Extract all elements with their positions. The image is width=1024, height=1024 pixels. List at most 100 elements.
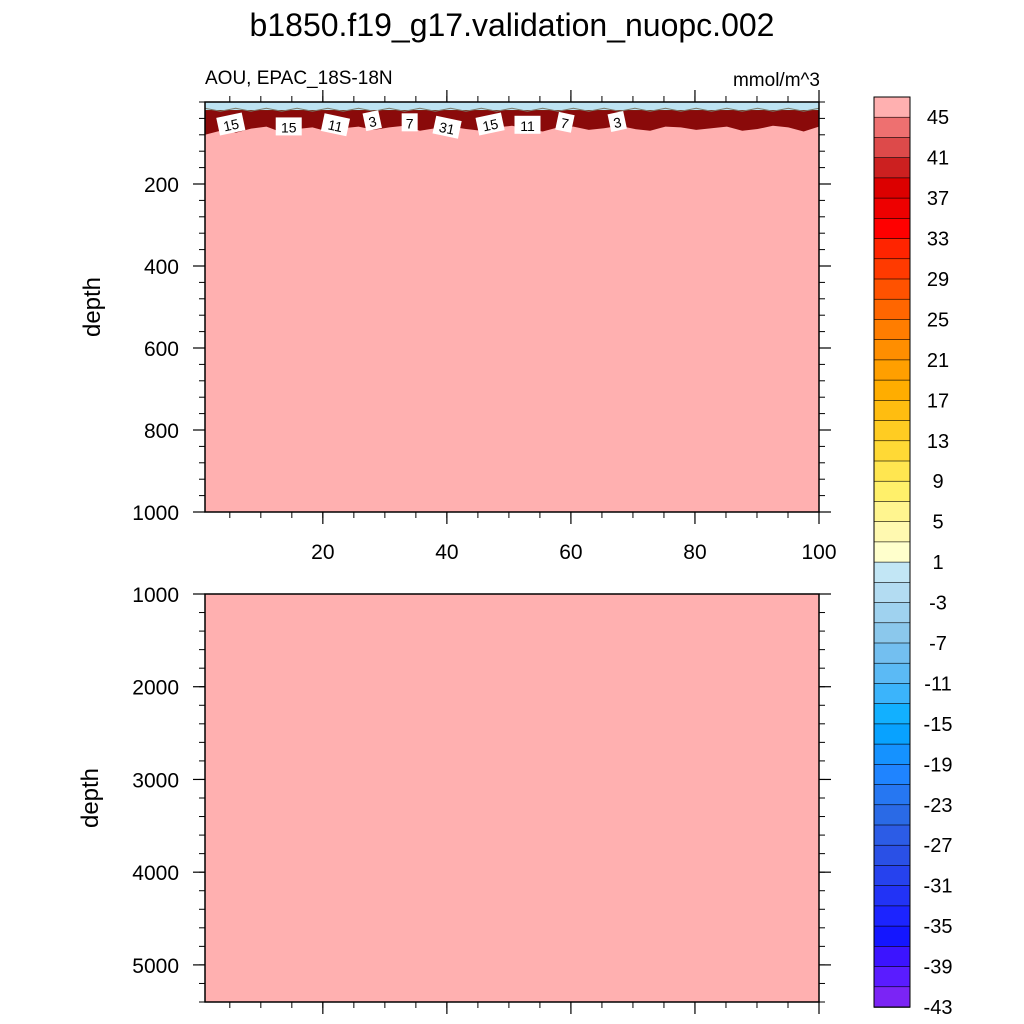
colorbar-tick-label: -19 bbox=[924, 754, 953, 776]
colorbar-swatch bbox=[873, 561, 911, 584]
colorbar-swatch bbox=[873, 844, 911, 867]
contour-label: 11 bbox=[514, 115, 541, 134]
x-tick-label: 40 bbox=[435, 541, 458, 564]
x-tick-label: 100 bbox=[801, 541, 836, 564]
colorbar-tick-label: -7 bbox=[929, 633, 947, 655]
contour-label-text: 11 bbox=[520, 118, 535, 134]
colorbar-swatch bbox=[873, 743, 911, 766]
top-subtitle-right: mmol/m^3 bbox=[733, 70, 820, 91]
colorbar-swatch bbox=[873, 642, 911, 665]
contour-label: 11 bbox=[320, 113, 351, 137]
colorbar-tick-label: 9 bbox=[932, 471, 943, 493]
bottom-background-field bbox=[205, 594, 819, 1002]
colorbar-swatch bbox=[873, 177, 911, 199]
y-tick-label: 5000 bbox=[132, 955, 179, 978]
contour-label: 7 bbox=[401, 113, 418, 132]
bottom-panel: 1000 2000 3000 4000 5000 bbox=[132, 584, 831, 1014]
colorbar-swatch bbox=[873, 278, 911, 301]
colorbar-tick-label: -43 bbox=[924, 997, 953, 1019]
colorbar-tick-label: 5 bbox=[932, 512, 943, 534]
colorbar-swatch bbox=[873, 359, 911, 381]
colorbar-swatch bbox=[873, 521, 911, 543]
bottom-axis-ticks: 1000 2000 3000 4000 5000 bbox=[132, 584, 831, 1014]
colorbar-tick-label: -23 bbox=[924, 795, 953, 817]
colorbar-swatch bbox=[873, 865, 911, 887]
colorbar-swatch bbox=[873, 582, 911, 604]
colorbar-swatch bbox=[873, 824, 911, 847]
contour-label-text: 11 bbox=[326, 116, 344, 135]
colorbar-swatch bbox=[873, 501, 911, 523]
colorbar-swatch bbox=[873, 946, 911, 968]
colorbar: 45 41 37 33 29 25 21 17 13 9 5 1 -3 -7 -11 -15 -19 -23 -27… bbox=[873, 96, 953, 1019]
y-tick-label: 4000 bbox=[132, 862, 179, 885]
y-tick-label: 1000 bbox=[132, 502, 179, 525]
colorbar-swatch bbox=[873, 683, 911, 705]
y-tick-label: 1000 bbox=[132, 584, 179, 607]
colorbar-swatch bbox=[873, 885, 911, 907]
colorbar-swatch bbox=[873, 925, 911, 948]
colorbar-swatch bbox=[873, 298, 911, 321]
colorbar-swatch bbox=[873, 602, 911, 624]
top-background-field bbox=[205, 102, 819, 512]
colorbar-swatch bbox=[873, 440, 911, 462]
colorbar-swatch bbox=[873, 218, 911, 240]
surface-contour-line bbox=[204, 107, 820, 112]
contour-label: 3 bbox=[362, 110, 382, 132]
colorbar-tick-label: 21 bbox=[927, 350, 949, 372]
contour-label: 31 bbox=[432, 115, 462, 139]
colorbar-tick-label: 25 bbox=[927, 309, 949, 331]
colorbar-swatch bbox=[873, 238, 911, 260]
top-subtitle-left: AOU, EPAC_18S-18N bbox=[205, 68, 393, 89]
colorbar-tick-label: 1 bbox=[932, 552, 943, 574]
thermocline-band bbox=[204, 107, 820, 135]
y-tick-label: 400 bbox=[144, 256, 179, 279]
colorbar-swatch bbox=[873, 339, 911, 361]
colorbar-swatch bbox=[873, 905, 911, 927]
colorbar-frame bbox=[873, 96, 911, 1008]
contour-label: 7 bbox=[555, 111, 575, 133]
colorbar-swatch bbox=[873, 420, 911, 442]
y-tick-label: 3000 bbox=[132, 769, 179, 792]
colorbar-swatch bbox=[873, 116, 911, 139]
colorbar-tick-label: -3 bbox=[929, 593, 947, 615]
colorbar-swatch bbox=[873, 662, 911, 685]
contour-label: 15 bbox=[275, 117, 302, 136]
colorbar-swatch bbox=[873, 480, 911, 503]
x-tick-label: 80 bbox=[683, 541, 706, 564]
colorbar-swatch bbox=[873, 96, 911, 119]
colorbar-swatch bbox=[873, 137, 911, 159]
colorbar-tick-label: 17 bbox=[927, 390, 949, 412]
y-tick-label: 600 bbox=[144, 338, 179, 361]
colorbar-swatch bbox=[873, 258, 911, 280]
contour-label: 15 bbox=[475, 112, 505, 136]
contour-labels: 15 15 11 3 7 31 15 11 7 3 bbox=[216, 110, 627, 139]
colorbar-tick-label: 33 bbox=[927, 229, 949, 251]
contour-label: 15 bbox=[216, 112, 246, 136]
contour-label-text: 15 bbox=[481, 115, 500, 134]
colorbar-tick-label: -39 bbox=[924, 957, 953, 979]
colorbar-tick-label: -27 bbox=[924, 835, 953, 857]
colorbar-tick-label: -35 bbox=[924, 916, 953, 938]
thermocline-contour-band bbox=[205, 110, 819, 135]
colorbar-tick-label: -15 bbox=[924, 714, 953, 736]
contour-label-text: 3 bbox=[367, 113, 378, 130]
colorbar-tick-label: 13 bbox=[927, 431, 949, 453]
y-tick-label: 800 bbox=[144, 420, 179, 443]
colorbar-swatch bbox=[873, 764, 911, 786]
colorbar-swatch bbox=[873, 723, 911, 745]
colorbar-tick-label: 45 bbox=[927, 107, 949, 129]
colorbar-tick-label: -11 bbox=[924, 673, 951, 695]
bottom-y-axis-label: depth bbox=[77, 768, 104, 828]
top-plot-frame bbox=[204, 101, 820, 513]
colorbar-swatch bbox=[873, 966, 911, 988]
colorbar-swatch bbox=[873, 197, 911, 220]
colorbar-swatch bbox=[873, 622, 911, 644]
chart-title: b1850.f19_g17.validation_nuopc.002 bbox=[250, 7, 775, 43]
colorbar-swatch bbox=[873, 400, 911, 422]
contour-label-text: 31 bbox=[438, 119, 457, 138]
contour-label-text: 7 bbox=[406, 115, 414, 131]
colorbar-swatch bbox=[873, 379, 911, 402]
colorbar-tick-label: -31 bbox=[924, 876, 953, 898]
x-tick-label: 60 bbox=[559, 541, 582, 564]
